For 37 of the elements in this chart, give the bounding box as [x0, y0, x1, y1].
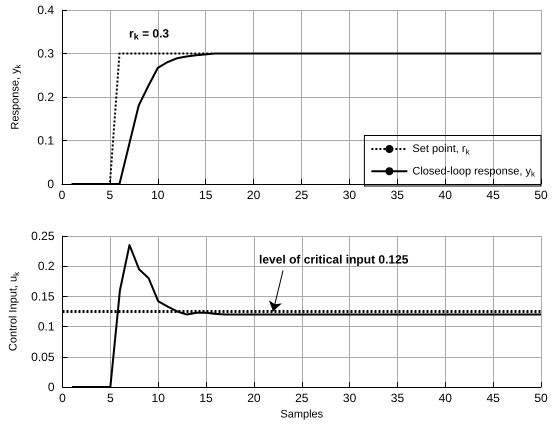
x-tick-label: 5 — [106, 188, 114, 202]
y-tick-label: 0.05 — [31, 350, 55, 364]
x-tick-label: 45 — [486, 188, 500, 202]
x-tick-label: 15 — [199, 391, 214, 405]
x-tick-label: 25 — [295, 391, 309, 405]
y-tick-label: 0 — [48, 380, 55, 394]
y-axis-title: Control Input, uk — [8, 270, 21, 352]
x-tick-label: 0 — [59, 391, 66, 405]
x-tick-label: 50 — [534, 391, 548, 405]
y-tick-label: 0.2 — [38, 259, 55, 274]
y-tick-label: 0.3 — [37, 46, 54, 60]
y-tick-label: 0.1 — [38, 320, 55, 334]
y-tick-label: 0.15 — [31, 289, 55, 304]
x-tick-label: 5 — [107, 391, 114, 405]
y-tick-label: 0.25 — [31, 229, 55, 243]
y-tick-label: 0.4 — [37, 3, 54, 17]
x-tick-label: 10 — [152, 391, 166, 405]
y-axis-title: Response, yk — [9, 63, 22, 130]
x-tick-label: 30 — [342, 391, 357, 405]
x-tick-label: 30 — [342, 188, 356, 202]
x-tick-label: 15 — [199, 188, 213, 202]
x-tick-label: 0 — [58, 188, 66, 202]
x-tick-label: 40 — [438, 188, 452, 202]
x-tick-label: 35 — [390, 188, 404, 202]
x-tick-label: 50 — [534, 188, 548, 202]
y-tick-label: 0.2 — [37, 90, 54, 104]
x-tick-label: 35 — [390, 391, 404, 405]
x-tick-label: 25 — [294, 188, 308, 202]
annotation: level of critical input 0.125 — [259, 252, 409, 266]
x-tick-label: 20 — [247, 391, 261, 405]
y-tick-label: 0.1 — [37, 134, 54, 148]
x-tick-label: 40 — [438, 391, 452, 405]
x-tick-label: 45 — [486, 391, 500, 405]
y-tick-label: 0 — [47, 177, 54, 191]
x-tick-label: 10 — [151, 188, 165, 202]
x-tick-label: 20 — [246, 188, 261, 202]
x-axis-title: Samples — [280, 408, 324, 420]
